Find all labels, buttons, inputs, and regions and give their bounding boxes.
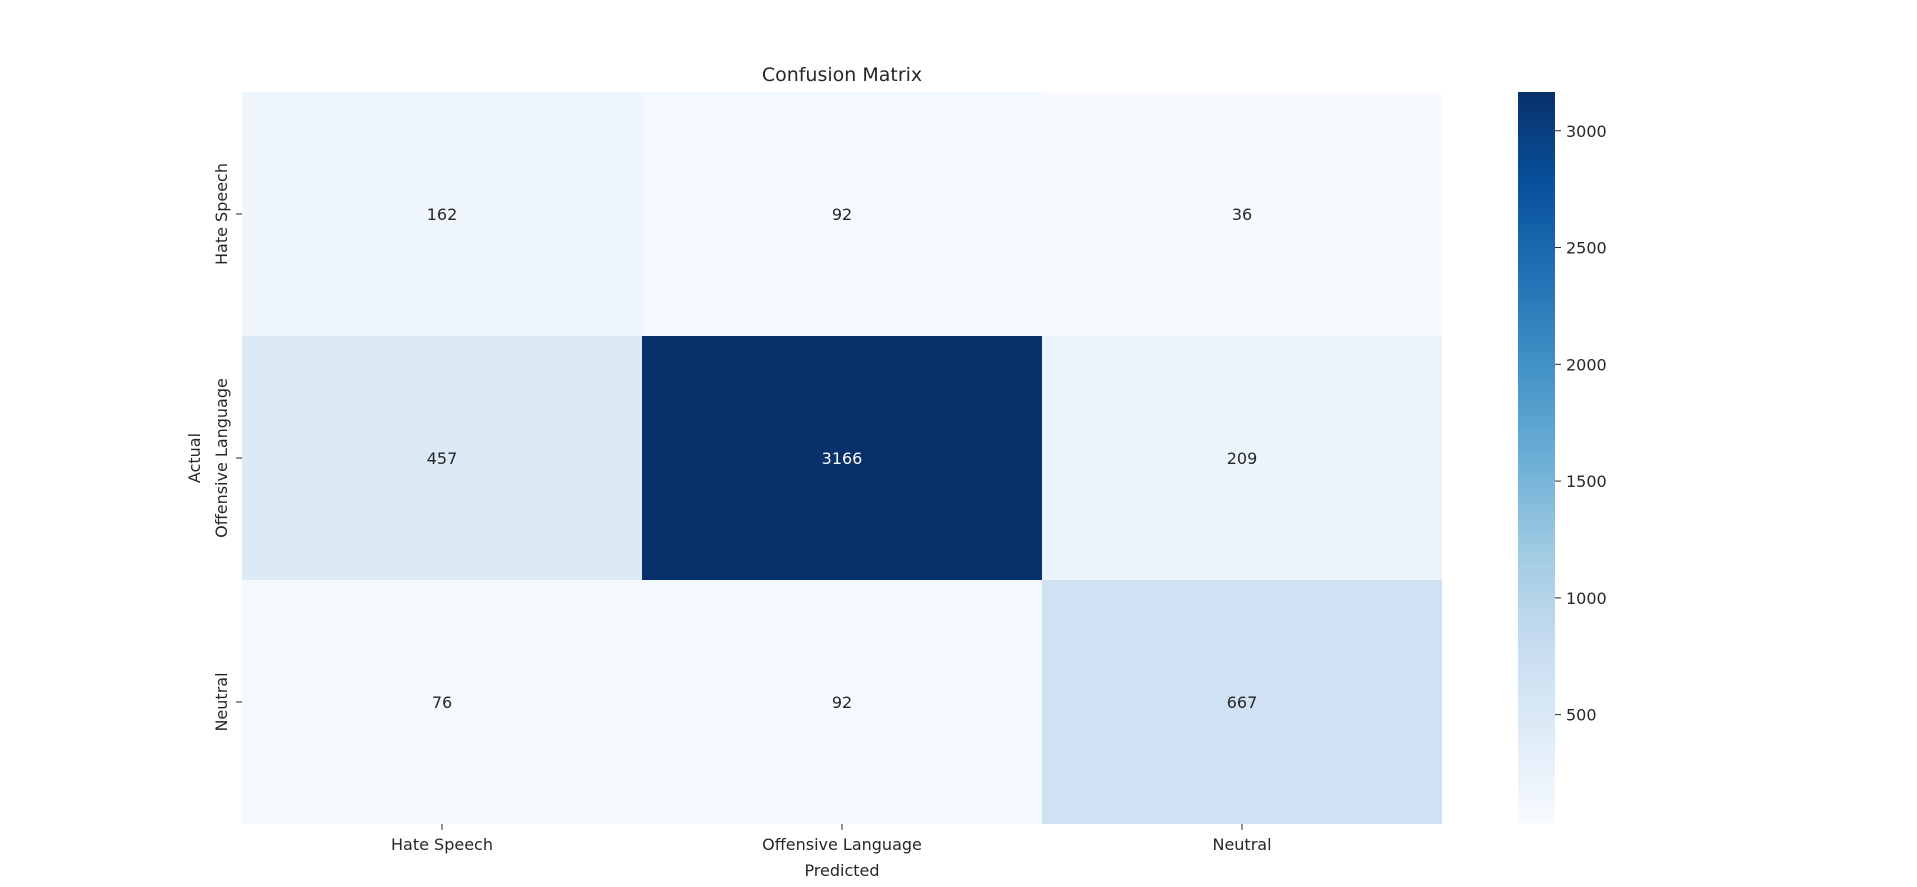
x-tick-label: Offensive Language (762, 835, 922, 854)
y-tick-label: Offensive Language (212, 378, 231, 538)
heatmap-cell (642, 92, 1042, 336)
cell-value-label: 457 (427, 449, 458, 468)
colorbar: 500 1000 1500 2000 2500 3000 (1518, 92, 1607, 823)
colorbar-tick-label: 3000 (1566, 122, 1607, 141)
heatmap-cell (1042, 336, 1442, 580)
cell-value-label: 92 (832, 205, 852, 224)
cell-value-label: 76 (432, 693, 452, 712)
colorbar-tick-label: 2500 (1566, 239, 1607, 258)
colorbar-tick-label: 1000 (1566, 589, 1607, 608)
colorbar-tick-label: 2000 (1566, 355, 1607, 374)
x-axis-label: Predicted (804, 861, 879, 880)
heatmap-cell (642, 336, 1042, 580)
heatmap-cell (242, 580, 642, 824)
y-axis: Hate Speech Offensive Language Neutral (212, 163, 242, 732)
cell-value-label: 667 (1227, 693, 1258, 712)
heatmap-cell (1042, 92, 1442, 336)
heatmap-cells (242, 92, 1442, 824)
cell-value-label: 92 (832, 693, 852, 712)
x-tick-label: Neutral (1212, 835, 1271, 854)
cell-value-label: 36 (1232, 205, 1252, 224)
heatmap-cell (242, 336, 642, 580)
heatmap-cell (242, 92, 642, 336)
y-axis-label: Actual (185, 433, 204, 483)
heatmap-cell (1042, 580, 1442, 824)
cell-value-label: 162 (427, 205, 458, 224)
colorbar-tick-label: 500 (1566, 706, 1597, 725)
y-tick-label: Hate Speech (212, 163, 231, 265)
colorbar-gradient (1518, 92, 1555, 823)
colorbar-tick-label: 1500 (1566, 472, 1607, 491)
cell-value-label: 3166 (822, 449, 863, 468)
chart-title: Confusion Matrix (762, 64, 922, 86)
y-tick-label: Neutral (212, 672, 231, 731)
heatmap-cell-labels: 162 92 36 457 3166 209 76 92 667 (427, 205, 1258, 712)
heatmap-cell (642, 580, 1042, 824)
x-tick-label: Hate Speech (391, 835, 493, 854)
cell-value-label: 209 (1227, 449, 1258, 468)
x-axis: Hate Speech Offensive Language Neutral (391, 824, 1272, 854)
